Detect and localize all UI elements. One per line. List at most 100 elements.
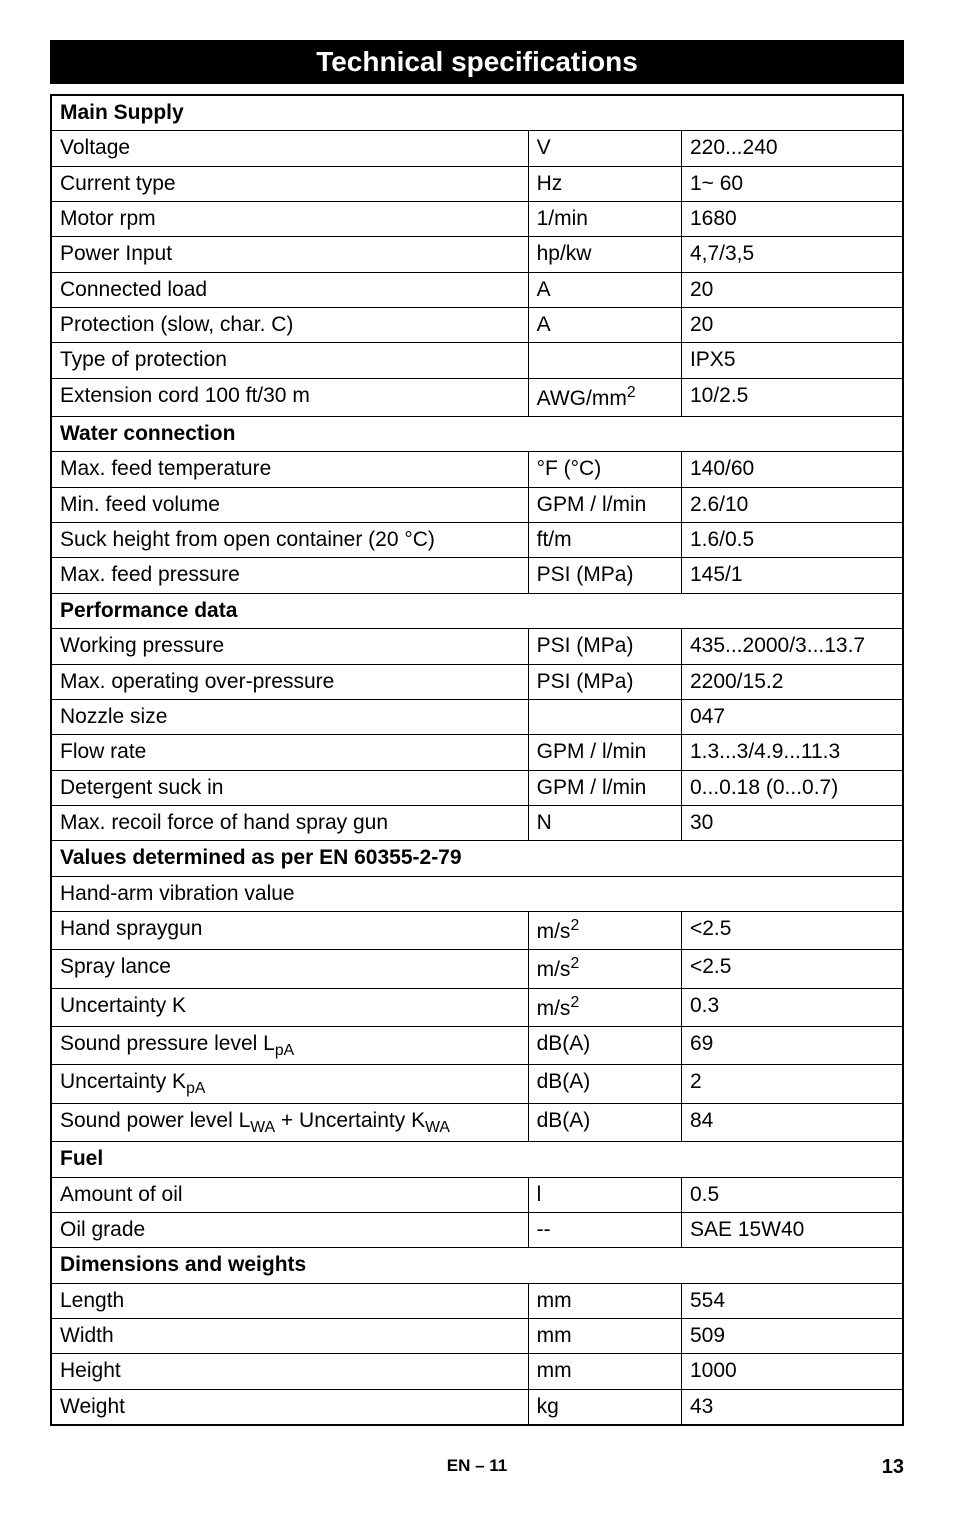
unit-cell: dB(A) (528, 1026, 681, 1064)
unit-cell: N (528, 805, 681, 840)
value-cell: 509 (681, 1318, 903, 1353)
unit-cell: m/s2 (528, 911, 681, 949)
value-cell: 435...2000/3...13.7 (681, 629, 903, 664)
unit-cell: l (528, 1177, 681, 1212)
section-heading: Dimensions and weights (51, 1248, 903, 1283)
unit-cell: Hz (528, 166, 681, 201)
value-cell: 0...0.18 (0...0.7) (681, 770, 903, 805)
param-cell: Extension cord 100 ft/30 m (51, 378, 528, 416)
unit-cell: dB(A) (528, 1065, 681, 1103)
value-cell: 43 (681, 1389, 903, 1425)
unit-cell: PSI (MPa) (528, 664, 681, 699)
param-cell: Motor rpm (51, 202, 528, 237)
param-cell: Protection (slow, char. C) (51, 308, 528, 343)
param-cell: Max. feed temperature (51, 452, 528, 487)
param-cell: Working pressure (51, 629, 528, 664)
value-cell: <2.5 (681, 950, 903, 988)
value-cell: 0.5 (681, 1177, 903, 1212)
unit-cell: 1/min (528, 202, 681, 237)
value-cell: IPX5 (681, 343, 903, 378)
unit-cell: A (528, 308, 681, 343)
param-cell: Current type (51, 166, 528, 201)
page-title: Technical specifications (50, 40, 904, 84)
page-footer: EN – 11 13 (50, 1456, 904, 1480)
section-heading: Fuel (51, 1142, 903, 1177)
footer-page-number: 13 (882, 1456, 904, 1479)
param-cell: Weight (51, 1389, 528, 1425)
param-cell: Oil grade (51, 1212, 528, 1247)
value-cell: 140/60 (681, 452, 903, 487)
unit-cell: PSI (MPa) (528, 558, 681, 593)
param-cell: Nozzle size (51, 699, 528, 734)
param-cell: Sound pressure level LpA (51, 1026, 528, 1064)
param-cell: Max. feed pressure (51, 558, 528, 593)
param-cell: Suck height from open container (20 °C) (51, 523, 528, 558)
value-cell: 69 (681, 1026, 903, 1064)
param-cell: Uncertainty K (51, 988, 528, 1026)
value-cell: 20 (681, 272, 903, 307)
unit-cell: GPM / l/min (528, 770, 681, 805)
unit-cell: m/s2 (528, 988, 681, 1026)
value-cell: 84 (681, 1103, 903, 1141)
unit-cell (528, 699, 681, 734)
unit-cell: mm (528, 1354, 681, 1389)
value-cell: 2.6/10 (681, 487, 903, 522)
value-cell: 1000 (681, 1354, 903, 1389)
value-cell: 30 (681, 805, 903, 840)
unit-cell: GPM / l/min (528, 487, 681, 522)
table-row-full: Hand-arm vibration value (51, 876, 903, 911)
param-cell: Voltage (51, 131, 528, 166)
value-cell: 047 (681, 699, 903, 734)
value-cell: 220...240 (681, 131, 903, 166)
value-cell: 1680 (681, 202, 903, 237)
unit-cell (528, 343, 681, 378)
param-cell: Detergent suck in (51, 770, 528, 805)
value-cell: 1.3...3/4.9...11.3 (681, 735, 903, 770)
value-cell: 145/1 (681, 558, 903, 593)
value-cell: 20 (681, 308, 903, 343)
param-cell: Flow rate (51, 735, 528, 770)
value-cell: 1~ 60 (681, 166, 903, 201)
param-cell: Power Input (51, 237, 528, 272)
param-cell: Connected load (51, 272, 528, 307)
section-heading: Water connection (51, 417, 903, 452)
param-cell: Uncertainty KpA (51, 1065, 528, 1103)
param-cell: Spray lance (51, 950, 528, 988)
unit-cell: mm (528, 1318, 681, 1353)
param-cell: Width (51, 1318, 528, 1353)
param-cell: Max. recoil force of hand spray gun (51, 805, 528, 840)
value-cell: SAE 15W40 (681, 1212, 903, 1247)
value-cell: 1.6/0.5 (681, 523, 903, 558)
param-cell: Sound power level LWA + Uncertainty KWA (51, 1103, 528, 1141)
unit-cell: °F (°C) (528, 452, 681, 487)
value-cell: 4,7/3,5 (681, 237, 903, 272)
value-cell: 2 (681, 1065, 903, 1103)
unit-cell: dB(A) (528, 1103, 681, 1141)
param-cell: Max. operating over-pressure (51, 664, 528, 699)
param-cell: Hand spraygun (51, 911, 528, 949)
unit-cell: ft/m (528, 523, 681, 558)
param-cell: Length (51, 1283, 528, 1318)
section-heading: Performance data (51, 593, 903, 628)
param-cell: Height (51, 1354, 528, 1389)
unit-cell: A (528, 272, 681, 307)
unit-cell: GPM / l/min (528, 735, 681, 770)
value-cell: <2.5 (681, 911, 903, 949)
footer-center: EN – 11 (50, 1456, 904, 1476)
param-cell: Min. feed volume (51, 487, 528, 522)
param-cell: Amount of oil (51, 1177, 528, 1212)
unit-cell: PSI (MPa) (528, 629, 681, 664)
unit-cell: kg (528, 1389, 681, 1425)
unit-cell: mm (528, 1283, 681, 1318)
value-cell: 554 (681, 1283, 903, 1318)
section-heading: Main Supply (51, 95, 903, 131)
section-heading: Values determined as per EN 60355-2-79 (51, 841, 903, 876)
param-cell: Type of protection (51, 343, 528, 378)
value-cell: 0.3 (681, 988, 903, 1026)
unit-cell: AWG/mm2 (528, 378, 681, 416)
unit-cell: -- (528, 1212, 681, 1247)
value-cell: 2200/15.2 (681, 664, 903, 699)
value-cell: 10/2.5 (681, 378, 903, 416)
unit-cell: hp/kw (528, 237, 681, 272)
spec-table: Main SupplyVoltageV220...240Current type… (50, 94, 904, 1426)
